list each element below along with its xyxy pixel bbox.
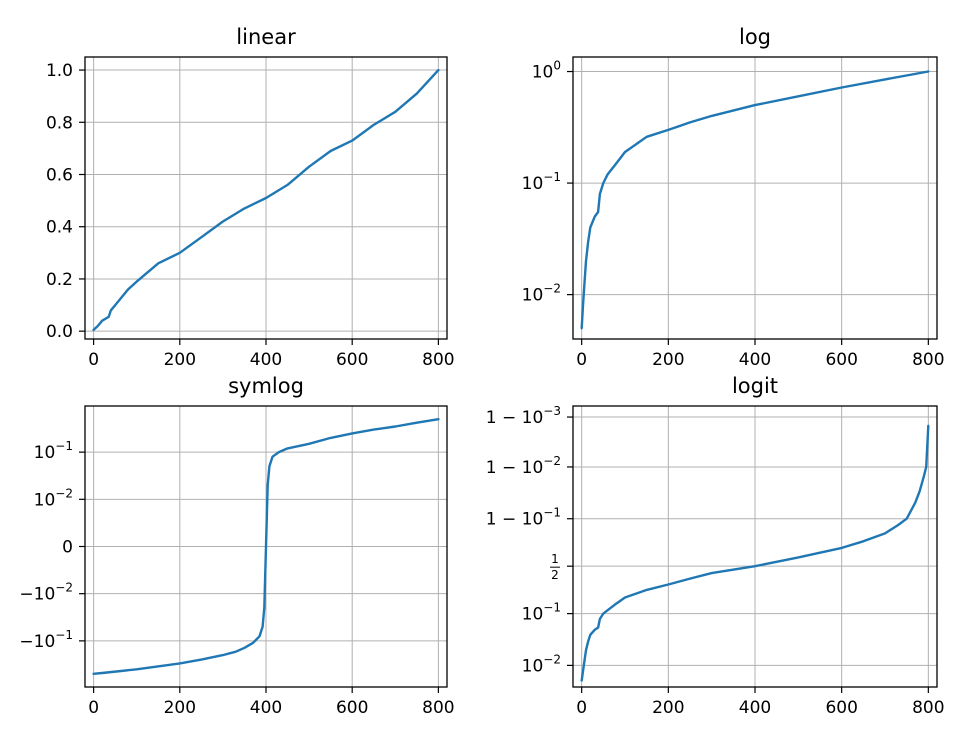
linear-xtick-label-1: 200 xyxy=(164,350,196,370)
symlog-xtick-label-3: 600 xyxy=(336,698,368,718)
linear-chart-title: linear xyxy=(236,25,296,49)
logit-ytick-label-0: 10−2 xyxy=(522,652,561,676)
log-ytick-label-0: 10−2 xyxy=(522,282,561,306)
log-series-line xyxy=(580,70,930,330)
linear-ytick-label-5: 1.0 xyxy=(46,61,73,81)
logit-ytick-label-3: 1 − 10−1 xyxy=(486,506,561,530)
symlog-xtick-label-4: 800 xyxy=(422,698,454,718)
linear-xtick-label-4: 800 xyxy=(422,350,454,370)
linear-xtick-label-2: 400 xyxy=(250,350,282,370)
logit-ytick-label-2: 12 xyxy=(550,552,560,582)
logit-chart-title: logit xyxy=(732,374,778,398)
linear-ytick-label-3: 0.6 xyxy=(46,166,73,186)
log-xtick-label-3: 600 xyxy=(825,350,857,370)
logit-xtick-label-2: 400 xyxy=(739,698,771,718)
linear-xtick-label-0: 0 xyxy=(88,350,99,370)
symlog-xtick-label-1: 200 xyxy=(164,698,196,718)
logit-ytick-label-4: 1 − 10−2 xyxy=(486,454,561,478)
log-xtick-label-1: 200 xyxy=(652,350,684,370)
symlog-xtick-label-2: 400 xyxy=(250,698,282,718)
panel-log: 0 200 400 600 800 10−2 10−1 100 log xyxy=(522,25,945,370)
log-ytick-label-2: 100 xyxy=(532,59,561,83)
linear-ytick-label-1: 0.2 xyxy=(46,270,73,290)
logit-xtick-label-3: 600 xyxy=(825,698,857,718)
log-chart-title: log xyxy=(739,25,771,49)
logit-ytick-label-5: 1 − 10−3 xyxy=(486,404,561,428)
panel-symlog: 0 200 400 600 800 −10−1 −10−2 0 10−2 10−1 symlog xyxy=(19,374,454,718)
svg-text:2: 2 xyxy=(551,568,559,582)
logit-xtick-label-4: 800 xyxy=(912,698,944,718)
symlog-ytick-label-0: −10−1 xyxy=(19,628,73,652)
logit-series-line xyxy=(580,424,930,682)
symlog-ytick-label-1: −10−2 xyxy=(19,581,73,605)
logit-ytick-label-1: 10−1 xyxy=(522,601,561,625)
log-ytick-label-1: 10−1 xyxy=(522,170,561,194)
symlog-series-line xyxy=(92,418,440,675)
linear-ytick-label-4: 0.8 xyxy=(46,113,73,133)
linear-ytick-label-0: 0.0 xyxy=(46,322,73,342)
panel-linear: 0 200 400 600 800 0.0 0.2 0.4 0.6 0.8 1.0 linear xyxy=(46,25,455,370)
logit-xtick-label-1: 200 xyxy=(652,698,684,718)
log-xtick-label-4: 800 xyxy=(912,350,944,370)
log-xtick-label-0: 0 xyxy=(576,350,587,370)
symlog-xtick-label-0: 0 xyxy=(88,698,99,718)
symlog-ytick-label-2: 0 xyxy=(62,538,73,558)
symlog-ytick-label-3: 10−2 xyxy=(34,486,73,510)
logit-xtick-label-0: 0 xyxy=(576,698,587,718)
linear-ytick-label-2: 0.4 xyxy=(46,218,73,238)
symlog-chart-title: symlog xyxy=(228,374,304,398)
linear-series-line xyxy=(92,68,440,332)
log-xtick-label-2: 400 xyxy=(739,350,771,370)
symlog-ytick-label-4: 10−1 xyxy=(34,439,73,463)
linear-xtick-label-3: 600 xyxy=(336,350,368,370)
svg-text:1: 1 xyxy=(551,552,559,566)
